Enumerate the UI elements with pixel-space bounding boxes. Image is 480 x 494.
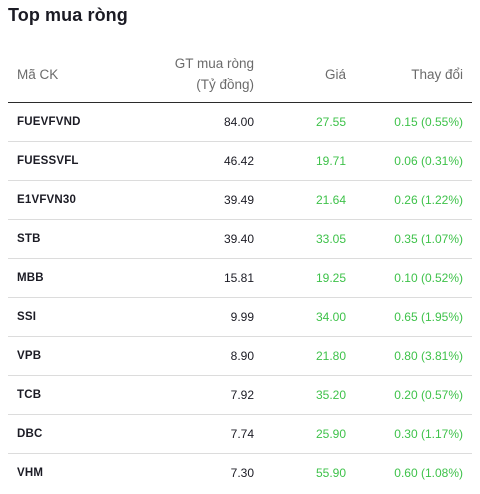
table-row[interactable]: FUESSVFL 46.42 19.71 0.06 (0.31%) [8,141,472,181]
table-row[interactable]: FUEVFVND 84.00 27.55 0.15 (0.55%) [8,102,472,142]
row-symbol[interactable]: STB [8,219,138,259]
table-row[interactable]: VHM 7.30 55.90 0.60 (1.08%) [8,454,472,493]
row-symbol[interactable]: MBB [8,258,138,298]
row-price: 55.90 [315,466,346,480]
table-header: Mã CK GT mua ròng (Tỷ đồng) Giá Thay đổi [8,46,472,103]
row-change: 0.26 (1.22%) [355,180,472,220]
row-price: 19.25 [263,258,355,298]
row-price: 19.71 [263,141,355,181]
row-symbol[interactable]: FUEVFVND [8,102,138,142]
row-price: 21.64 [263,180,355,220]
table-row[interactable]: E1VFVN30 39.49 21.64 0.26 (1.22%) [8,180,472,220]
table-row[interactable]: SSI 9.99 34.00 0.65 (1.95%) [8,297,472,337]
header-symbol-label: Mã CK [17,66,59,82]
widget-title: Top mua ròng [8,5,128,25]
row-net-buy-value: 7.30 [230,466,254,480]
header-row: Mã CK GT mua ròng (Tỷ đồng) Giá Thay đổi [8,46,472,103]
table-row[interactable]: MBB 15.81 19.25 0.10 (0.52%) [8,258,472,298]
row-symbol[interactable]: SSI [8,297,138,337]
row-change: 0.35 (1.07%) [355,219,472,259]
row-net-buy-value: 7.74 [138,414,263,454]
row-symbol[interactable]: VHM [17,467,44,479]
table-row[interactable]: VPB 8.90 21.80 0.80 (3.81%) [8,336,472,376]
row-price: 33.05 [263,219,355,259]
header-value-line1: GT mua ròng [174,56,254,71]
table-body: FUEVFVND 84.00 27.55 0.15 (0.55%) FUESSV… [8,102,472,493]
row-price: 27.55 [263,102,355,142]
row-net-buy-value: 46.42 [138,141,263,181]
row-price: 21.80 [263,336,355,376]
row-change: 0.65 (1.95%) [355,297,472,337]
net-buy-table: Mã CK GT mua ròng (Tỷ đồng) Giá Thay đổi… [8,46,472,492]
header-change[interactable]: Thay đổi [355,46,472,103]
table-row[interactable]: DBC 7.74 25.90 0.30 (1.17%) [8,414,472,454]
row-change: 0.20 (0.57%) [355,375,472,415]
row-net-buy-value: 84.00 [138,102,263,142]
header-symbol[interactable]: Mã CK [8,46,138,103]
row-net-buy-value: 15.81 [138,258,263,298]
row-change: 0.15 (0.55%) [355,102,472,142]
row-symbol[interactable]: VPB [8,336,138,376]
row-price: 25.90 [263,414,355,454]
row-change: 0.10 (0.52%) [355,258,472,298]
row-change: 0.06 (0.31%) [355,141,472,181]
header-change-label: Thay đổi [411,66,463,82]
row-net-buy-value: 9.99 [138,297,263,337]
row-net-buy-value: 8.90 [138,336,263,376]
table-row[interactable]: TCB 7.92 35.20 0.20 (0.57%) [8,375,472,415]
row-net-buy-value: 7.92 [138,375,263,415]
row-change: 0.80 (3.81%) [355,336,472,376]
header-net-buy-value[interactable]: GT mua ròng (Tỷ đồng) [138,46,263,103]
header-value-line2: (Tỷ đồng) [196,77,254,92]
row-price: 35.20 [263,375,355,415]
row-net-buy-value: 39.49 [138,180,263,220]
row-symbol[interactable]: FUESSVFL [8,141,138,181]
header-price[interactable]: Giá [263,46,355,103]
row-symbol[interactable]: TCB [8,375,138,415]
header-price-label: Giá [324,66,346,82]
row-change: 0.60 (1.08%) [394,466,463,480]
table-row[interactable]: STB 39.40 33.05 0.35 (1.07%) [8,219,472,259]
row-price: 34.00 [263,297,355,337]
row-change: 0.30 (1.17%) [355,414,472,454]
row-net-buy-value: 39.40 [138,219,263,259]
row-symbol[interactable]: E1VFVN30 [8,180,138,220]
row-symbol[interactable]: DBC [8,414,138,454]
